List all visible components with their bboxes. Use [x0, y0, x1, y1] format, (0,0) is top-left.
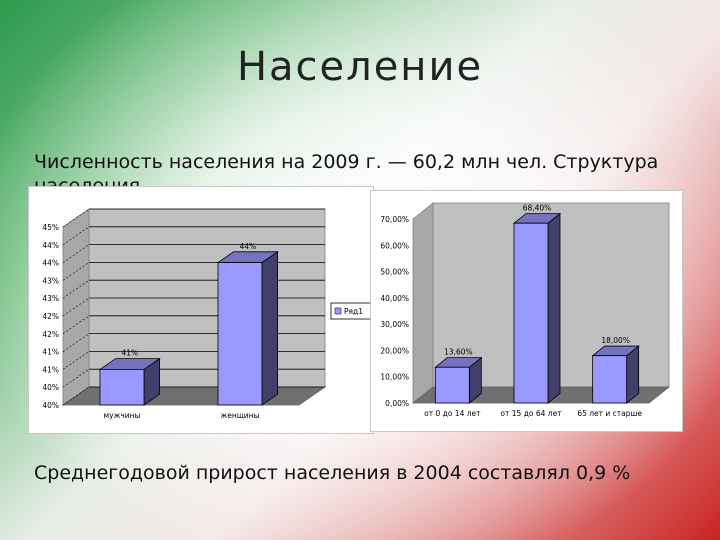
data-label: 18,00%	[601, 336, 630, 345]
gridline-side	[62, 297, 90, 317]
side-wall	[62, 208, 90, 406]
y-tick-label: 30,00%	[380, 320, 409, 329]
slide-title: Население	[236, 44, 484, 90]
x-tick-label: от 15 до 64 лет	[500, 409, 562, 418]
y-tick-label: 45%	[42, 223, 59, 232]
y-tick-label: 42%	[42, 330, 59, 339]
y-tick-label: 44%	[42, 259, 59, 268]
gridline-side	[62, 333, 90, 352]
gridline-side	[62, 368, 90, 388]
gender-chart: 40% 40% 41% 41% 42% 42% 43% 43% 44% 44% 45% 41% мужч…	[42, 208, 376, 420]
data-label: 13,60%	[444, 348, 473, 357]
bar	[217, 262, 263, 406]
data-label: 68,40%	[523, 204, 552, 213]
x-tick-label: 65 лет и старше	[577, 409, 642, 418]
y-tick-label: 41%	[42, 365, 59, 374]
y-tick-label: 10,00%	[380, 373, 409, 382]
gridline-side	[62, 386, 90, 406]
legend-swatch	[334, 307, 342, 315]
age-chart-panel: 0,00% 10,00% 20,00% 30,00% 40,00% 50,00% 60,00…	[370, 190, 683, 432]
side-wall	[412, 202, 434, 404]
population-subtitle: Численность населения на 2009 г. — 60,2 …	[34, 151, 659, 190]
bar	[513, 222, 549, 404]
y-tick-label: 44%	[42, 241, 59, 250]
y-tick-label: 60,00%	[380, 241, 409, 250]
gridline-side	[62, 226, 90, 246]
y-tick-label: 40%	[42, 401, 59, 410]
bar	[592, 355, 628, 404]
y-tick-label: 20,00%	[380, 346, 409, 355]
gender-chart-panel: 40% 40% 41% 41% 42% 42% 43% 43% 44% 44% 45% 41% мужч…	[28, 186, 376, 434]
y-tick-label: 43%	[42, 294, 59, 303]
bar-side	[261, 251, 279, 406]
gridline-side	[62, 315, 90, 335]
y-tick-label: 0,00%	[385, 399, 409, 408]
y-tick-label: 50,00%	[380, 268, 409, 277]
gridline-side	[62, 244, 90, 263]
y-tick-label: 70,00%	[380, 215, 409, 224]
x-tick-label: мужчины	[104, 411, 141, 420]
growth-footer: Среднегодовой прирост населения в 2004 с…	[34, 462, 631, 484]
gridline-side	[62, 351, 90, 370]
y-tick-label: 42%	[42, 312, 59, 321]
legend-label: Ряд1	[344, 307, 363, 316]
y-tick-label: 40%	[42, 383, 59, 392]
gridline-side	[62, 208, 90, 228]
bar	[434, 366, 470, 404]
data-label: 44%	[239, 242, 256, 251]
y-tick-label: 40,00%	[380, 294, 409, 303]
gridline-side	[62, 279, 90, 299]
x-tick-label: от 0 до 14 лет	[424, 409, 481, 418]
age-structure-chart: 0,00% 10,00% 20,00% 30,00% 40,00% 50,00% 60,00…	[380, 202, 671, 418]
bar	[99, 368, 145, 406]
y-tick-label: 41%	[42, 348, 59, 357]
data-label: 41%	[121, 349, 138, 358]
x-tick-label: женщины	[220, 411, 259, 420]
bar-side	[547, 212, 561, 404]
y-tick-label: 43%	[42, 276, 59, 285]
gridline-side	[62, 262, 90, 281]
